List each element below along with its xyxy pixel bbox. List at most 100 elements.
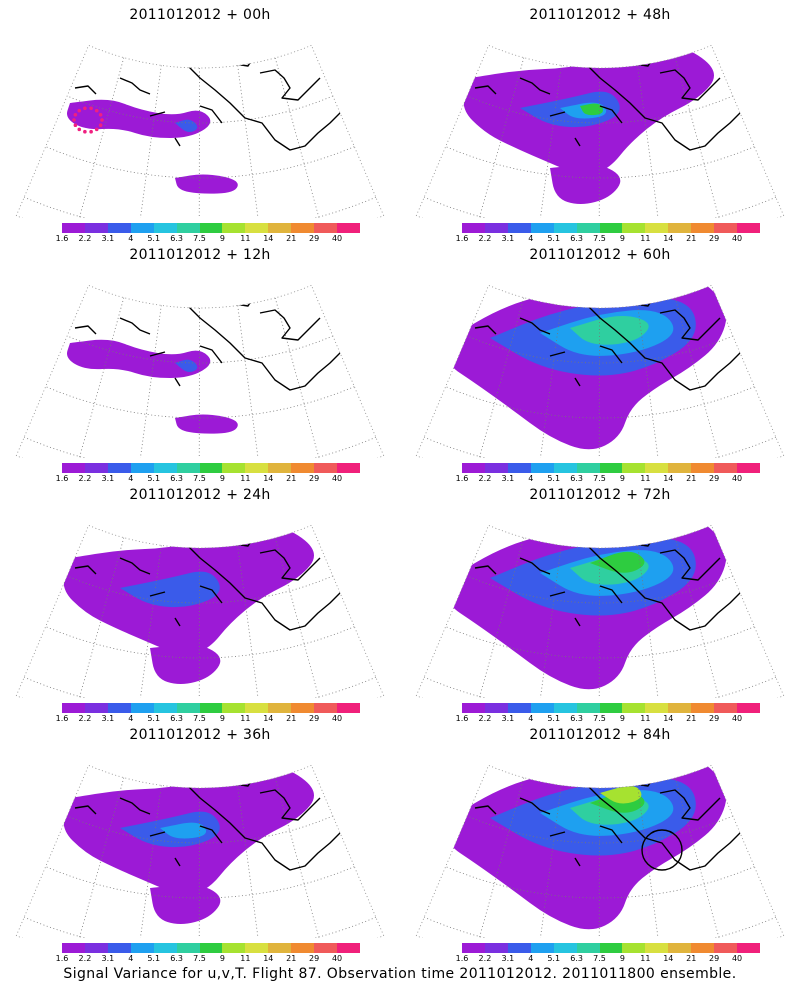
colorbar-label: 29 [709,954,720,963]
colorbar-label: 2.2 [78,474,92,483]
panel-title: 2011012012 + 60h [529,247,671,263]
variance-core [570,316,649,345]
longitude-line [474,57,525,218]
colorbar-swatch [268,223,292,233]
colorbar-label: 14 [263,474,274,483]
colorbar-swatch [645,703,669,713]
variance-core [160,822,207,839]
colorbar-swatch [268,463,292,473]
colorbar-label: 29 [309,714,320,723]
colorbar-label: 21 [686,714,697,723]
colorbar-swatch [668,943,692,953]
colorbar-label: 9 [219,714,225,723]
colorbar-swatch [130,703,154,713]
colorbar-swatch [176,943,200,953]
latitude-line [466,335,734,364]
variance-core [175,359,198,373]
colorbar-label: 11 [240,714,251,723]
longitude-line [74,537,125,698]
colorbar-label: 3.1 [501,714,515,723]
colorbar-label: 2.2 [78,714,92,723]
longitude-line [274,537,325,698]
variance-map [15,284,385,458]
colorbar-label: 6.3 [170,474,183,483]
colorbar-swatch [314,943,338,953]
colorbar-label: 9 [619,954,625,963]
colorbar-label: 3.1 [101,714,115,723]
colorbar-label: 5.1 [547,714,561,723]
colorbar-swatch [576,463,600,473]
colorbar [62,943,360,953]
latitude-line [45,866,355,899]
variance-map [415,524,785,698]
colorbar-label: 2.2 [478,954,492,963]
observation-dot [73,123,78,128]
colorbar-swatch [668,703,692,713]
colorbar-swatch [714,223,738,233]
colorbar-label: 9 [219,954,225,963]
latitude-line [466,815,734,844]
latitude-line [45,386,355,419]
colorbar-swatch [291,463,315,473]
observation-dot [100,118,104,122]
variance-core [600,786,642,804]
colorbar-swatch [291,223,315,233]
colorbar-label: 1.6 [455,234,469,243]
colorbar-label: 21 [286,714,297,723]
colorbar-label: 6.3 [570,474,583,483]
colorbar-swatch [645,223,669,233]
variance-area [150,884,221,924]
colorbar-swatch [714,703,738,713]
colorbar-label: 14 [663,234,674,243]
colorbar-label: 7.5 [593,234,606,243]
colorbar-labels: 1.6 2.2 3.1 4 5.1 6.3 7.5 9 11 14 21 29 40 [56,954,360,964]
colorbar-label: 21 [686,954,697,963]
colorbar-label: 21 [286,234,297,243]
colorbar-label: 1.6 [55,234,69,243]
colorbar-label: 2.2 [478,474,492,483]
colorbar-swatch [737,223,760,233]
colorbar-label: 5.1 [147,234,161,243]
colorbar-swatch [291,943,315,953]
colorbar-label: 2.2 [78,234,92,243]
colorbar-swatch [462,463,485,473]
observation-dot [94,127,99,132]
latitude-line [445,866,755,899]
longitude-line [674,537,725,698]
colorbar-label: 2.2 [478,234,492,243]
colorbar-labels: 1.6 2.2 3.1 4 5.1 6.3 7.5 9 11 14 21 29 40 [56,474,360,484]
colorbar-swatch [245,463,269,473]
colorbar-swatch [84,463,108,473]
colorbar-label: 1.6 [455,474,469,483]
colorbar-swatch [484,463,508,473]
latitude-line [45,626,355,659]
panel-title: 2011012012 + 36h [129,727,271,743]
observation-dot [77,127,82,132]
colorbar-label: 7.5 [193,954,206,963]
colorbar-label: 14 [263,714,274,723]
colorbar-label: 6.3 [170,714,183,723]
colorbar-label: 40 [731,234,743,243]
colorbar-swatch [245,703,269,713]
colorbar-label: 14 [663,474,674,483]
colorbar-swatch [507,943,531,953]
longitude-line [674,777,725,938]
longitude-line [274,57,325,218]
latitude-line [424,196,776,218]
colorbar-labels: 1.6 2.2 3.1 4 5.1 6.3 7.5 9 11 14 21 29 40 [56,714,360,724]
variance-area [175,414,238,434]
colorbar-swatch [107,943,131,953]
colorbar-swatch [245,943,269,953]
colorbar-swatch [530,943,554,953]
colorbar-swatch [484,223,508,233]
colorbar-label: 29 [709,714,720,723]
colorbar-swatch [337,223,360,233]
colorbar-swatch [268,943,292,953]
forecast-panel: 2011012012 + 60h 1.6 2.2 3.1 4 5.1 6.3 7.5 9 11 14… [400,240,800,483]
colorbar-label: 14 [263,954,274,963]
longitude-line [135,305,162,458]
colorbar-swatch [153,703,177,713]
colorbar-label: 6.3 [170,954,183,963]
colorbar-swatch [507,703,531,713]
latitude-line [24,436,376,458]
